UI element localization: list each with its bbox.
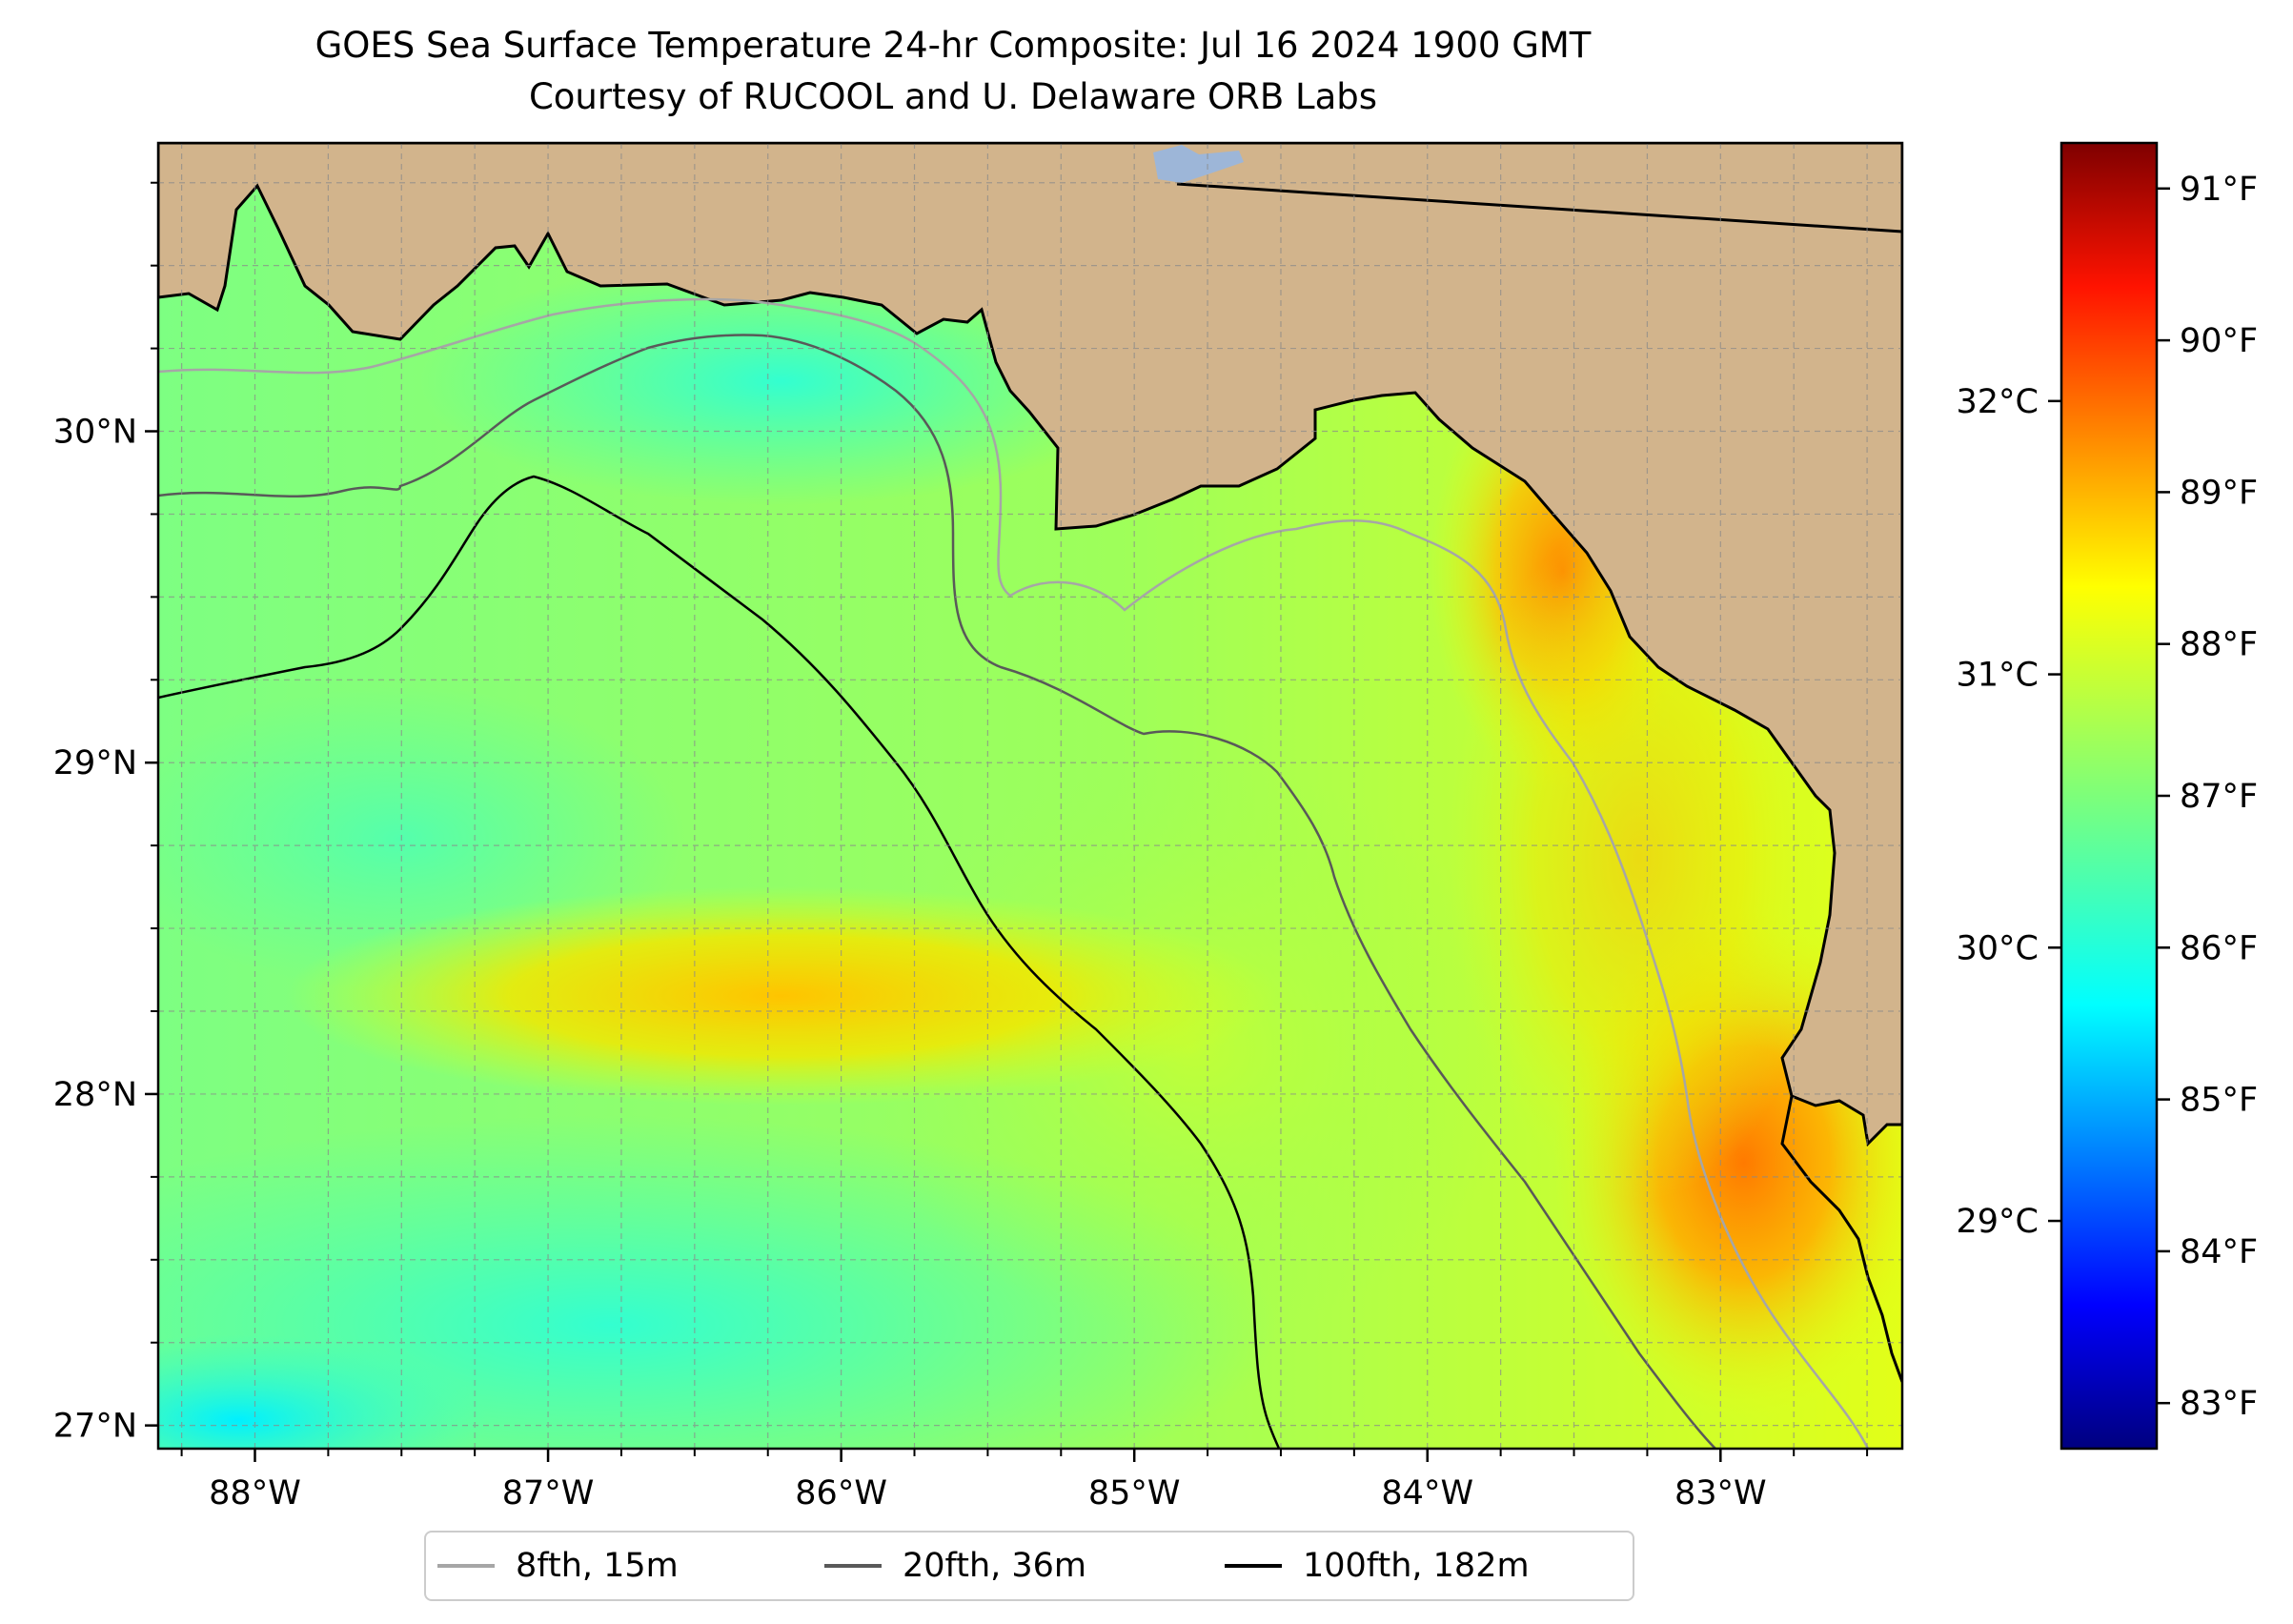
lon-tick-label: 88°W xyxy=(209,1474,301,1512)
map-frame xyxy=(156,141,1904,1451)
legend-swatch-8fth xyxy=(437,1564,495,1568)
sst-cool-patch-sw xyxy=(158,1334,486,1449)
lat-axis: 27°N 28°N 29°N 30°N xyxy=(53,414,158,1446)
colorbar-fahrenheit-axis: 83°F 84°F 85°F 86°F 87°F 88°F 89°F 90°F 91°F xyxy=(2157,171,2258,1423)
colorbar-f-label: 88°F xyxy=(2180,626,2258,664)
lat-tick-label: 30°N xyxy=(53,414,137,452)
legend-item-8fth: 8fth, 15m xyxy=(437,1533,679,1599)
colorbar-f-label: 89°F xyxy=(2180,474,2258,512)
colorbar-c-label: 32°C xyxy=(1957,383,2039,421)
contour-8fth xyxy=(158,297,1870,1449)
colorbar-c-label: 31°C xyxy=(1957,657,2039,695)
map-title: GOES Sea Surface Temperature 24-hr Compo… xyxy=(315,25,1592,66)
tampa-bay-shore xyxy=(1780,1095,1902,1383)
legend-item-100fth: 100fth, 182m xyxy=(1225,1533,1530,1599)
lat-tick-label: 29°N xyxy=(53,744,137,782)
colorbar-f-label: 91°F xyxy=(2180,171,2258,209)
contour-legend: 8fth, 15m 20fth, 36m 100fth, 182m xyxy=(424,1531,1634,1601)
lon-tick-label: 84°W xyxy=(1381,1474,1473,1512)
sst-warm-band xyxy=(286,886,1277,1106)
state-border xyxy=(1176,182,1902,233)
colorbar xyxy=(2060,141,2159,1451)
map-subtitle: Courtesy of RUCOOL and U. Delaware ORB L… xyxy=(528,76,1378,117)
lat-tick-label: 27°N xyxy=(53,1408,137,1446)
colorbar-f-label: 90°F xyxy=(2180,322,2258,360)
colorbar-f-label: 85°F xyxy=(2180,1082,2258,1120)
lon-axis: 88°W 87°W 86°W 85°W 84°W 83°W xyxy=(209,1449,1767,1512)
legend-swatch-100fth xyxy=(1225,1564,1282,1568)
lon-tick-label: 85°W xyxy=(1088,1474,1181,1512)
legend-label-8fth: 8fth, 15m xyxy=(516,1547,679,1585)
colorbar-c-label: 30°C xyxy=(1957,929,2039,967)
lon-tick-label: 87°W xyxy=(502,1474,595,1512)
legend-item-20fth: 20fth, 36m xyxy=(824,1533,1086,1599)
contour-100fth xyxy=(158,475,1281,1449)
legend-swatch-20fth xyxy=(824,1564,882,1568)
colorbar-f-label: 86°F xyxy=(2180,929,2258,967)
lat-tick-label: 28°N xyxy=(53,1076,137,1114)
colorbar-c-label: 29°C xyxy=(1957,1203,2039,1241)
colorbar-celsius-axis: 29°C 30°C 31°C 32°C xyxy=(1957,383,2061,1241)
legend-label-20fth: 20fth, 36m xyxy=(903,1547,1087,1585)
colorbar-f-label: 87°F xyxy=(2180,778,2258,816)
lake xyxy=(1153,145,1244,183)
land-mass xyxy=(158,143,1902,1147)
lon-tick-label: 86°W xyxy=(795,1474,887,1512)
colorbar-f-label: 83°F xyxy=(2180,1385,2258,1423)
legend-label-100fth: 100fth, 182m xyxy=(1303,1547,1530,1585)
colorbar-f-label: 84°F xyxy=(2180,1233,2258,1271)
map-gridlines xyxy=(158,143,1902,1449)
minor-ticks xyxy=(151,181,1869,1456)
lon-tick-label: 83°W xyxy=(1674,1474,1767,1512)
contour-20fth xyxy=(158,334,1716,1449)
